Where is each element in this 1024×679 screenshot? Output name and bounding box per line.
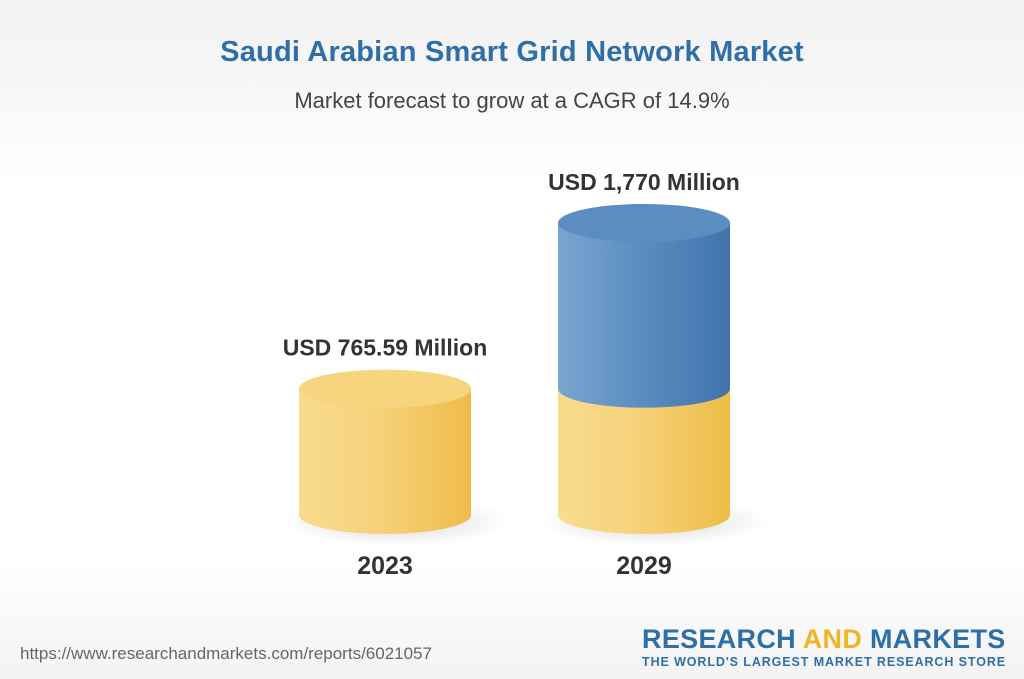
bar-2023-segment-top — [299, 369, 471, 408]
brand-tagline: THE WORLD'S LARGEST MARKET RESEARCH STOR… — [642, 655, 1006, 669]
bar-2029-growth-segment-top — [558, 203, 730, 242]
bar-2029-base-segment-body — [558, 388, 730, 534]
bar-2029-category-label: 2029 — [616, 552, 672, 580]
chart-title: Saudi Arabian Smart Grid Network Market — [220, 36, 804, 68]
bar-2023-segment-body — [299, 388, 471, 534]
chart-subtitle: Market forecast to grow at a CAGR of 14.… — [294, 88, 730, 113]
brand-name: RESEARCH AND MARKETS — [642, 624, 1006, 654]
brand-logo: RESEARCH AND MARKETS THE WORLD'S LARGEST… — [642, 624, 1006, 670]
source-url: https://www.researchandmarkets.com/repor… — [20, 644, 432, 663]
bar-2023-data-label: USD 765.59 Million — [283, 335, 488, 361]
brand-name-part2: AND — [802, 624, 863, 654]
brand-name-part1: RESEARCH — [642, 624, 803, 654]
bar-2023-category-label: 2023 — [357, 552, 413, 580]
bar-2029-growth-segment-body — [558, 222, 730, 408]
bar-2029-data-label: USD 1,770 Million — [548, 169, 740, 195]
brand-name-part3: MARKETS — [862, 624, 1006, 654]
